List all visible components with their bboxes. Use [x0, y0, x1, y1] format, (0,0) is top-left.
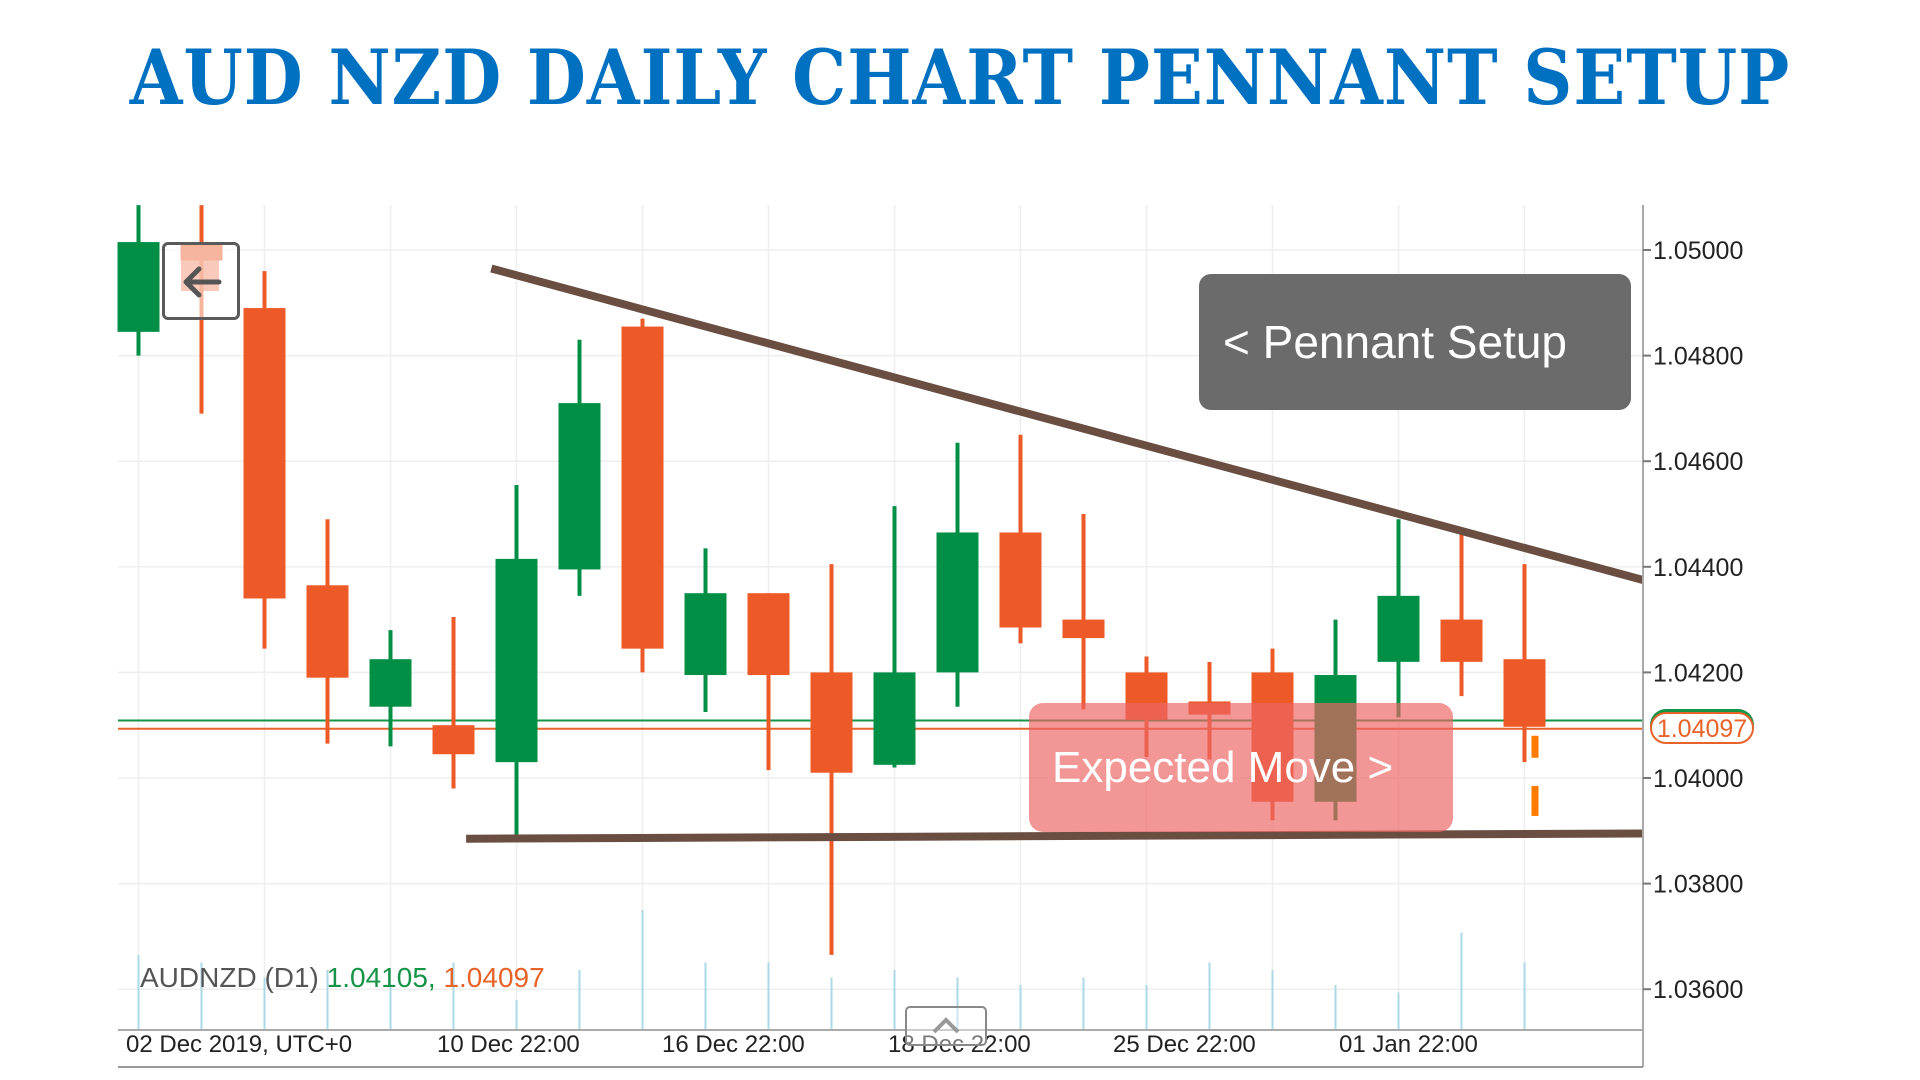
symbol-label: AUDNZD (D1)	[140, 962, 319, 993]
candle	[243, 271, 286, 649]
svg-text:1.04800: 1.04800	[1653, 343, 1743, 371]
current-price-tag: 1.04097	[1650, 712, 1754, 744]
svg-text:1.03600: 1.03600	[1653, 976, 1743, 1004]
trendlines	[466, 264, 1645, 843]
svg-text:1.04200: 1.04200	[1653, 659, 1743, 687]
time-axis: 02 Dec 2019, UTC+0 10 Dec 22:00 16 Dec 22:…	[118, 1029, 1643, 1068]
svg-text:1.05000: 1.05000	[1653, 237, 1743, 265]
candle	[621, 318, 664, 673]
expand-panel-button[interactable]	[905, 1006, 987, 1046]
pennant-setup-annotation: < Pennant Setup	[1199, 274, 1631, 410]
svg-text:25 Dec 22:00: 25 Dec 22:00	[1113, 1031, 1256, 1058]
volume-bars	[137, 910, 1526, 1030]
svg-text:10 Dec 22:00: 10 Dec 22:00	[437, 1031, 580, 1058]
svg-text:01 Jan 22:00: 01 Jan 22:00	[1339, 1031, 1478, 1058]
candle	[1062, 514, 1105, 710]
bid-value: 1.04105,	[326, 962, 436, 993]
chevron-up-icon	[932, 1017, 960, 1034]
svg-text:1.04400: 1.04400	[1653, 554, 1743, 582]
svg-text:1.04600: 1.04600	[1653, 448, 1743, 476]
back-button[interactable]	[162, 242, 240, 320]
pennant-setup-label: < Pennant Setup	[1223, 316, 1568, 368]
expected-move-annotation: Expected Move >	[1029, 703, 1453, 832]
candle	[432, 616, 475, 789]
candle	[684, 548, 727, 712]
arrow-left-icon	[183, 266, 222, 298]
candle	[306, 519, 349, 744]
price-axis: 1.05000 1.04800 1.04600 1.04400 1.04200 1.040…	[1642, 205, 1743, 1067]
candle	[810, 564, 853, 955]
support-trendline	[466, 829, 1644, 843]
svg-text:02 Dec 2019, UTC+0: 02 Dec 2019, UTC+0	[126, 1031, 352, 1058]
svg-text:1.04000: 1.04000	[1653, 765, 1743, 793]
candle	[558, 339, 601, 596]
candle	[999, 434, 1042, 644]
ask-value: 1.04097	[443, 962, 545, 993]
page-title: AUD NZD DAILY CHART PENNANT SETUP	[129, 33, 1791, 123]
candle	[936, 442, 979, 707]
expected-move-label: Expected Move >	[1052, 742, 1394, 792]
candle	[117, 205, 160, 356]
candle	[1503, 564, 1546, 763]
svg-text:1.03800: 1.03800	[1653, 871, 1743, 899]
resistance-trendline	[490, 264, 1645, 584]
candle	[747, 593, 790, 771]
candle	[1377, 519, 1420, 718]
svg-text:16 Dec 22:00: 16 Dec 22:00	[662, 1031, 805, 1058]
candle	[495, 484, 538, 837]
symbol-legend: AUDNZD (D1) 1.04105, 1.04097	[140, 962, 545, 994]
candle	[873, 506, 916, 768]
candle	[1440, 532, 1483, 697]
candle	[369, 630, 412, 747]
